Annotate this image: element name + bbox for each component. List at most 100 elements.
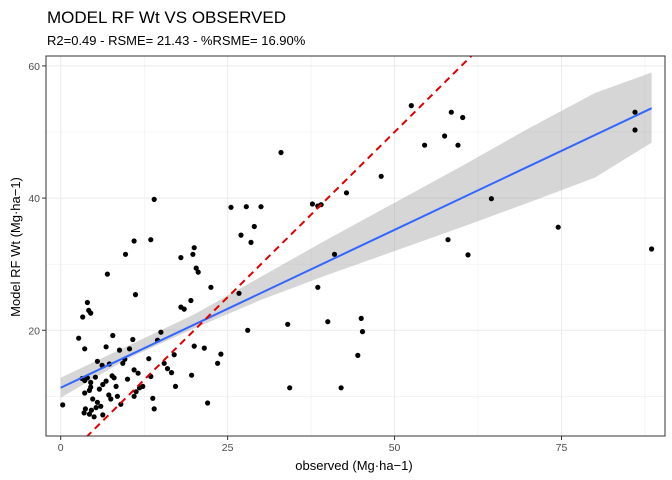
data-point [135,370,141,376]
data-point [94,358,100,364]
data-point [632,109,638,115]
data-point [111,375,117,381]
data-point [94,399,100,405]
y-tick-label: 40 [28,193,40,205]
data-points [60,103,655,420]
data-point [81,410,87,416]
data-point [193,265,199,271]
data-point [80,314,86,320]
data-point [133,389,139,395]
data-point [190,251,196,257]
data-point [158,329,164,335]
x-tick-label: 0 [58,442,64,454]
data-point [189,372,195,378]
x-tick-label: 50 [389,442,401,454]
data-point [191,343,197,349]
data-point [103,344,109,350]
data-point [106,392,112,398]
data-point [188,297,194,304]
trend-lines [60,56,653,436]
chart-subtitle: R2=0.49 - RSME= 21.43 - %RSME= 16.90% [47,33,306,48]
data-point [442,133,448,139]
data-point [132,292,139,298]
data-point [120,360,126,366]
data-point [164,366,171,372]
data-point [100,381,106,388]
data-point [96,386,102,392]
data-point [343,190,350,196]
data-point [88,407,94,413]
data-point [215,360,221,366]
data-point [649,246,655,252]
data-point [151,406,157,412]
data-point [258,204,264,210]
data-point [325,319,331,325]
data-point [287,385,293,391]
data-point [448,109,454,115]
data-point [315,284,321,290]
chart-title: MODEL RF Wt VS OBSERVED [47,8,286,27]
data-point [171,352,177,358]
data-point [108,396,114,402]
data-point [110,332,116,339]
data-point [460,114,466,121]
data-point [124,376,131,382]
data-point [378,173,384,179]
data-point [245,327,251,333]
data-point [60,402,66,408]
data-point [465,252,471,258]
data-point [98,403,104,409]
data-point [172,383,179,389]
data-point [131,367,137,373]
data-point [408,103,414,109]
data-point [195,269,201,275]
data-point [205,400,211,406]
data-point [122,251,129,257]
data-point [248,239,254,245]
data-point [218,351,224,357]
x-axis-label: observed (Mg·ha−1) [295,458,412,473]
data-point [140,383,146,389]
x-tick-label: 75 [556,442,568,454]
data-point [91,414,97,420]
data-point [82,390,88,396]
data-point [130,336,136,343]
data-point [100,412,106,418]
data-point [76,335,82,341]
axis-ticks: 0 25 50 75 20 40 60 [28,61,567,454]
data-point [278,149,284,156]
data-point [555,224,561,230]
data-point [131,238,137,244]
data-point [238,232,244,238]
data-point [358,315,364,321]
data-point [103,378,109,384]
grid-lines [46,56,665,436]
data-point [131,393,137,399]
data-point [84,299,90,306]
y-axis-label: Model RF Wt (Mg·ha−1) [8,177,23,317]
y-tick-label: 60 [28,61,40,73]
plot-panel-border [45,55,666,437]
data-point [90,396,96,402]
data-point [201,345,207,351]
data-point [161,360,167,366]
data-point [88,310,94,316]
data-point [92,374,98,380]
data-point [243,204,249,210]
data-point [116,347,123,353]
data-point [191,245,197,251]
data-point [228,204,234,210]
data-point [251,223,257,230]
data-point [150,395,156,401]
data-point [285,321,291,327]
data-point [146,356,152,362]
data-point [88,384,94,390]
x-tick-label: 25 [222,442,234,454]
data-point [168,370,175,376]
data-point [488,196,494,202]
data-point [93,405,99,411]
data-point [178,255,184,261]
data-point [355,352,361,358]
data-point [422,142,428,148]
data-point [82,406,88,412]
